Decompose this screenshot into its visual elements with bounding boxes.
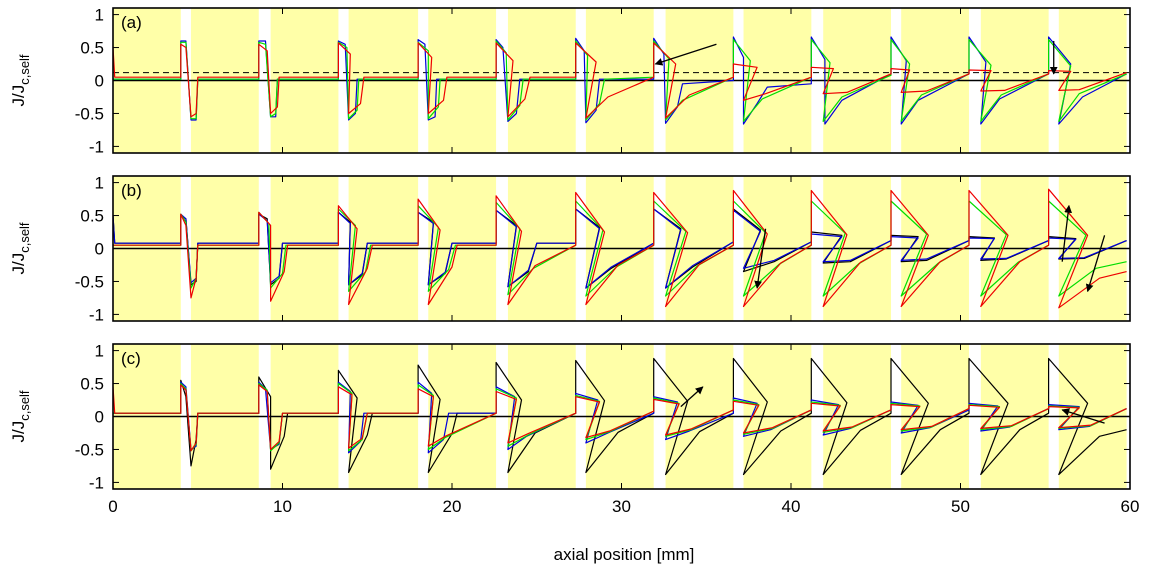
panel-label: (b)	[121, 181, 142, 200]
series-line-red	[113, 42, 1127, 119]
x-tick-label: 20	[443, 497, 462, 516]
series-line-blue	[113, 208, 1127, 289]
series-group	[113, 188, 1127, 309]
y-tick-label: -0.5	[75, 272, 104, 291]
y-tick-label: 1	[95, 174, 104, 193]
annotation-arrow	[1085, 235, 1106, 293]
panel-1: -1 -0.5 0 0.5 1 (a) J/Jc,self	[9, 6, 1131, 156]
x-tick-label: 60	[1121, 497, 1140, 516]
x-axis-label: axial position [mm]	[554, 545, 695, 564]
series-group	[113, 36, 1127, 125]
panel-3: -1-0.500.510 10 20 30 40 50 60(c)J/Jc,self	[9, 342, 1139, 516]
y-tick-label: -0.5	[75, 104, 104, 123]
y-tick-label: 0.5	[80, 39, 104, 58]
x-tick-label: 50	[951, 497, 970, 516]
x-tick-label: 40	[782, 497, 801, 516]
x-tick-label: 0	[108, 497, 117, 516]
annotation-arrow	[654, 43, 717, 66]
panel-label: (a)	[121, 13, 142, 32]
annotation-arrow	[1061, 204, 1073, 262]
series-line-red	[113, 384, 1127, 452]
series-line-red	[113, 188, 1127, 309]
y-tick-label: 1	[95, 6, 104, 25]
y-tick-label: 1	[95, 342, 104, 361]
y-tick-label: 0.5	[80, 375, 104, 394]
y-axis-label: J/Jc,self	[9, 222, 32, 274]
annotation-arrow	[680, 386, 704, 408]
y-axis-label: J/Jc,self	[9, 54, 32, 106]
x-tick-label: 10	[273, 497, 292, 516]
annotation-arrow	[754, 228, 767, 289]
y-tick-label: -0.5	[75, 440, 104, 459]
y-tick-label: 0.5	[80, 207, 104, 226]
y-tick-label: -1	[89, 305, 104, 324]
annotation-arrow	[1061, 408, 1105, 424]
y-tick-label: 0	[95, 408, 104, 427]
series-group	[113, 357, 1127, 476]
x-tick-label: 30	[612, 497, 631, 516]
y-axis-label: J/Jc,self	[9, 390, 32, 442]
panel-2: -1 -0.5 0 0.5 1 (b) J/Jc,self	[9, 174, 1131, 324]
y-tick-label: -1	[89, 473, 104, 492]
y-tick-label: 0	[95, 72, 104, 91]
panel-label: (c)	[121, 349, 141, 368]
y-tick-label: 0	[95, 240, 104, 259]
y-tick-label: -1	[89, 137, 104, 156]
